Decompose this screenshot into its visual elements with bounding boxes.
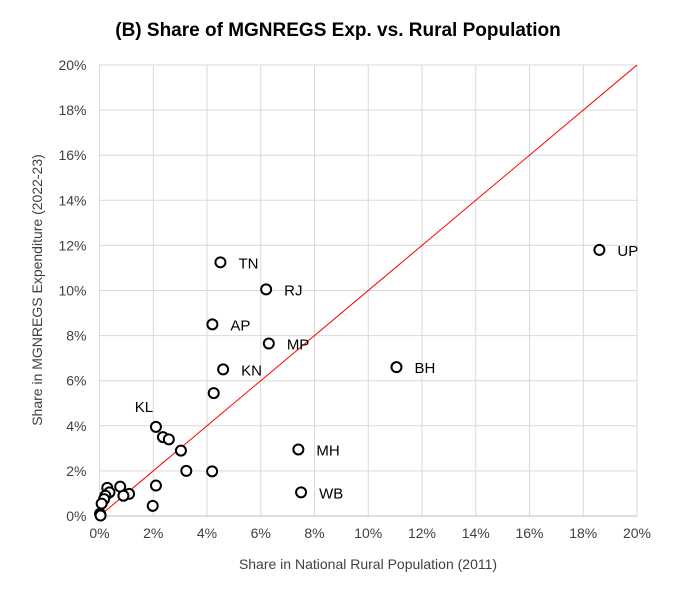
data-point (162, 433, 175, 446)
data-point (292, 443, 305, 456)
x-tick-label: 0% (89, 525, 109, 541)
y-tick-label: 20% (58, 57, 86, 73)
data-label: RJ (284, 282, 302, 299)
data-label: WB (319, 485, 343, 502)
x-tick-label: 12% (408, 525, 436, 541)
x-tick-label: 14% (462, 525, 490, 541)
data-point (117, 489, 130, 502)
data-point (94, 509, 107, 522)
data-point (174, 444, 187, 457)
y-tick-label: 0% (66, 508, 86, 524)
y-tick-label: 18% (58, 102, 86, 118)
x-tick-label: 6% (251, 525, 271, 541)
data-point (149, 479, 162, 492)
y-tick-label: 12% (58, 237, 86, 253)
y-tick-label: 6% (66, 373, 86, 389)
data-point (149, 420, 162, 433)
y-tick-label: 14% (58, 192, 86, 208)
y-tick-label: 8% (66, 328, 86, 344)
data-point (217, 363, 230, 376)
data-label: TN (238, 255, 258, 272)
data-label: KN (241, 362, 262, 379)
x-tick-label: 4% (197, 525, 217, 541)
data-point (295, 486, 308, 499)
data-point (206, 465, 219, 478)
data-point (593, 243, 606, 256)
x-tick-label: 18% (569, 525, 597, 541)
y-tick-label: 4% (66, 418, 86, 434)
data-label: BH (414, 360, 435, 377)
x-tick-label: 2% (143, 525, 163, 541)
data-point (260, 283, 273, 296)
data-point (95, 497, 108, 510)
data-point (207, 387, 220, 400)
y-tick-label: 10% (58, 283, 86, 299)
data-label: KL (135, 399, 153, 416)
data-label: MH (316, 442, 339, 459)
x-tick-label: 16% (515, 525, 543, 541)
reference-line (99, 64, 638, 517)
data-label: MP (287, 336, 310, 353)
data-point (214, 256, 227, 269)
y-tick-label: 16% (58, 147, 86, 163)
chart-title: (B) Share of MGNREGS Exp. vs. Rural Popu… (115, 20, 561, 41)
data-point (262, 337, 275, 350)
data-label: UP (617, 243, 638, 260)
y-tick-label: 2% (66, 463, 86, 479)
data-label: AP (230, 317, 250, 334)
x-axis-label: Share in National Rural Population (2011… (239, 556, 497, 572)
y-axis-label: Share in MGNREGS Expenditure (2022-23) (29, 154, 45, 426)
x-tick-label: 20% (623, 525, 651, 541)
data-point (206, 318, 219, 331)
data-point (390, 361, 403, 374)
data-point (180, 464, 193, 477)
x-tick-label: 8% (304, 525, 324, 541)
x-tick-label: 10% (354, 525, 382, 541)
data-point (146, 499, 159, 512)
